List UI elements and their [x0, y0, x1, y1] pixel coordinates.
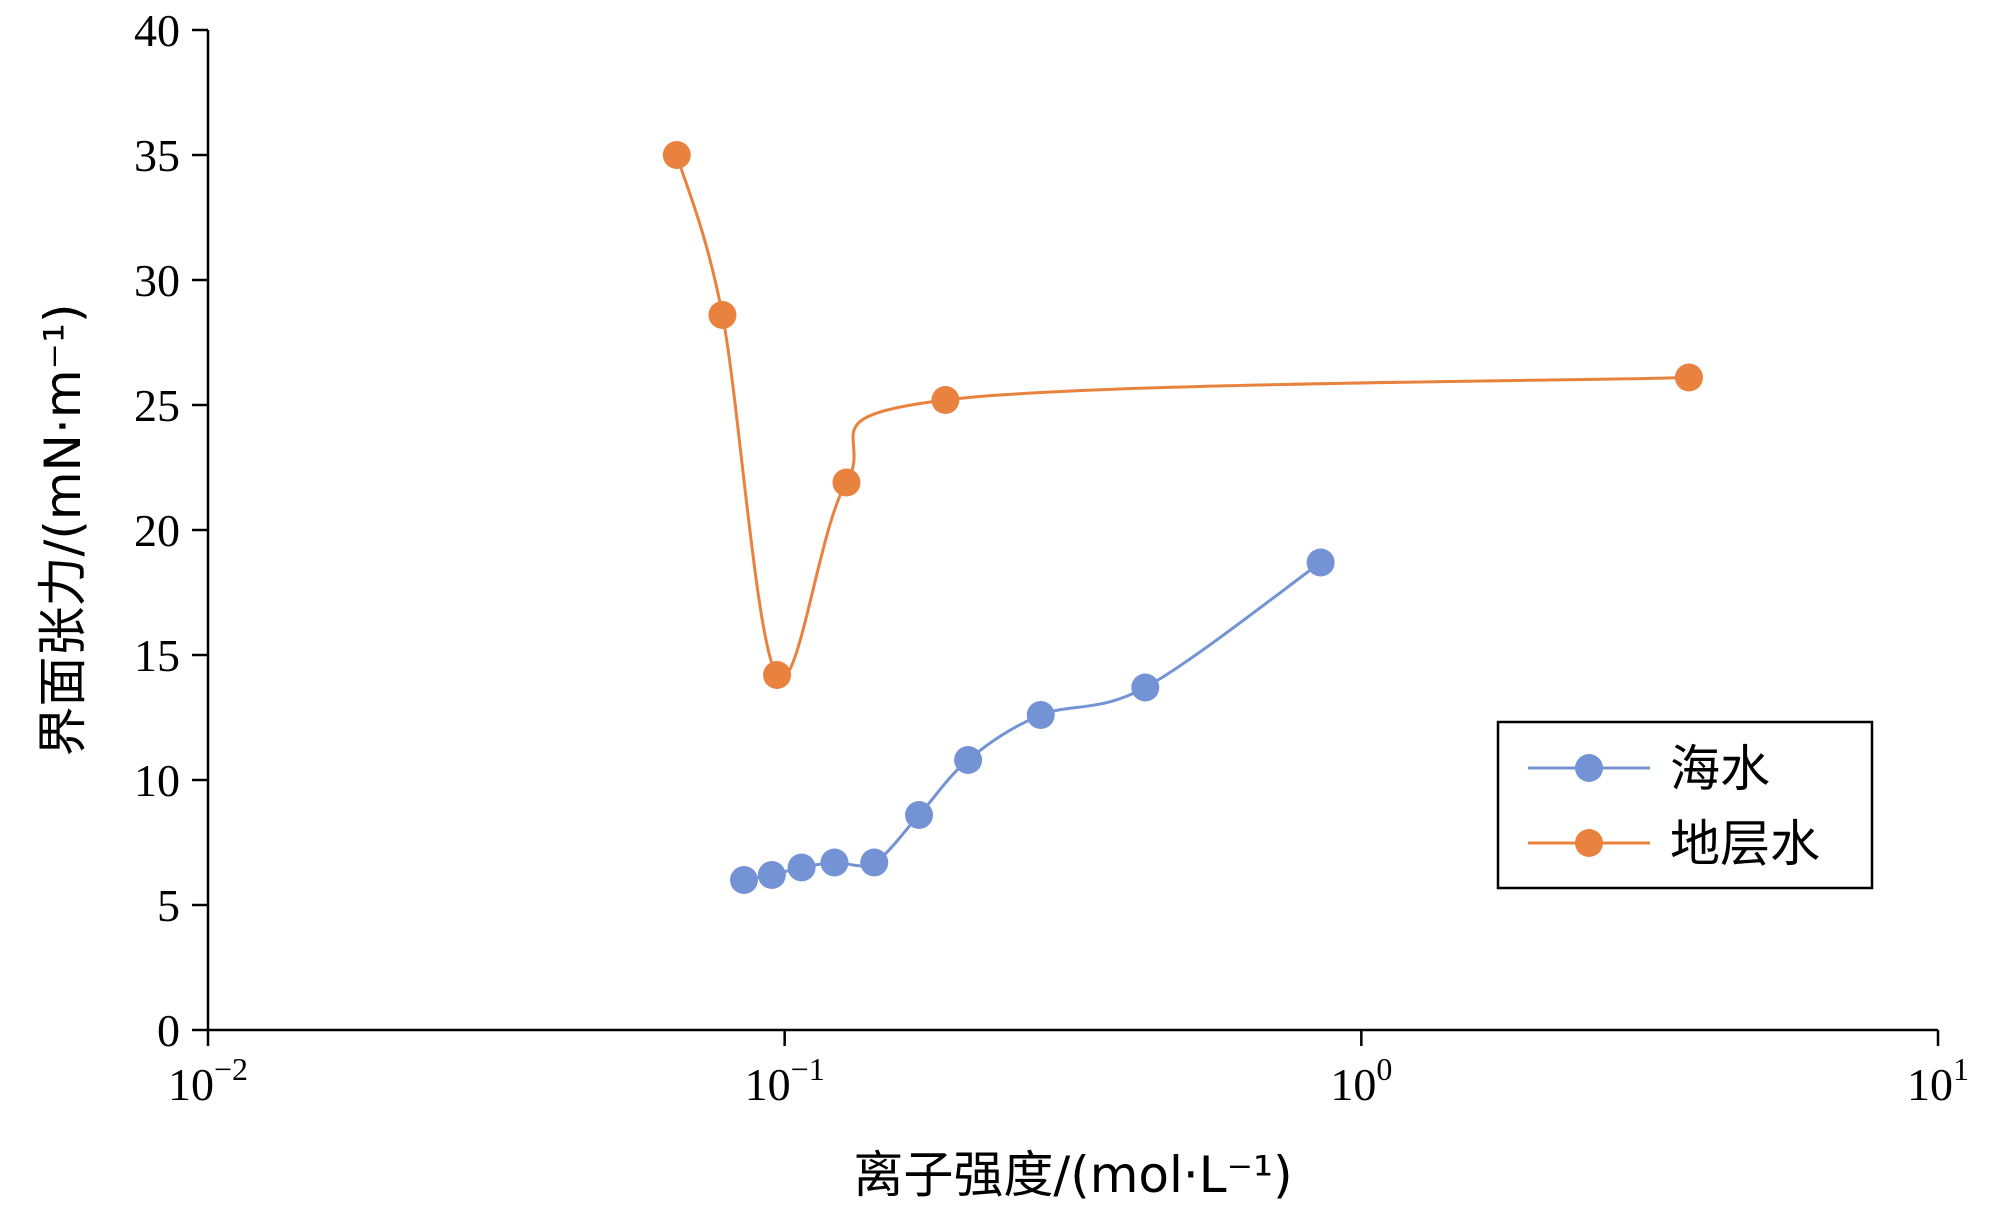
legend-label-haishui: 海水	[1670, 740, 1770, 798]
x-tick-exponent: −2	[214, 1051, 248, 1087]
y-tick-label: 0	[157, 1005, 180, 1056]
data-point-series-1	[662, 141, 691, 169]
series-layer	[662, 141, 1703, 894]
y-tick-label: 10	[134, 755, 180, 806]
x-axis-title: 离子强度/(mol·L⁻¹)	[853, 1146, 1292, 1204]
legend-box	[1496, 720, 1874, 890]
y-tick-label: 15	[134, 630, 180, 681]
legend-marker-haishui	[1575, 754, 1603, 782]
x-tick-exponent: 1	[1953, 1051, 1969, 1087]
y-tick-label: 20	[134, 505, 180, 556]
legend-marker-dicengshui	[1575, 829, 1603, 857]
x-tick-base: 10	[1907, 1059, 1953, 1110]
data-point-series-0	[787, 853, 816, 882]
data-point-series-0	[954, 746, 983, 774]
y-tick-label: 35	[134, 130, 180, 181]
series-line-1	[675, 154, 1690, 680]
data-point-series-1	[832, 468, 861, 497]
x-tick-label: 10−1	[745, 1051, 825, 1110]
y-tick-label: 25	[134, 380, 180, 431]
data-point-series-0	[820, 848, 849, 877]
data-point-series-1	[763, 661, 792, 689]
data-point-series-1	[1674, 363, 1703, 392]
y-tick-label: 40	[134, 5, 180, 56]
x-tick-base: 10	[745, 1059, 791, 1110]
x-tick-base: 10	[1330, 1059, 1376, 1110]
x-tick-label: 10−2	[168, 1051, 248, 1110]
data-point-series-1	[931, 386, 960, 414]
legend-label-dicengshui: 地层水	[1670, 815, 1820, 873]
x-tick-base: 10	[168, 1059, 214, 1110]
data-point-series-1	[708, 301, 737, 329]
data-point-series-0	[1306, 548, 1335, 577]
data-point-series-0	[860, 848, 889, 877]
data-point-series-0	[1131, 673, 1160, 702]
legend: 海水 地层水	[1496, 720, 1874, 890]
data-point-series-0	[757, 861, 786, 889]
x-tick-label: 100	[1330, 1051, 1392, 1110]
y-ticks: 0 5 10 15 20 25 30 35 40	[134, 5, 208, 1056]
y-axis-title: 界面张力/(mN·m⁻¹)	[34, 303, 92, 756]
x-tick-label: 101	[1907, 1051, 1969, 1110]
data-point-series-0	[905, 801, 934, 829]
data-point-series-0	[729, 866, 758, 894]
data-point-series-0	[1026, 701, 1055, 729]
x-tick-exponent: −1	[791, 1051, 825, 1087]
x-ticks: 10−2 10−1 100 101	[168, 1030, 1969, 1110]
y-tick-label: 5	[157, 880, 180, 931]
x-tick-exponent: 0	[1376, 1051, 1392, 1087]
y-tick-label: 30	[134, 255, 180, 306]
